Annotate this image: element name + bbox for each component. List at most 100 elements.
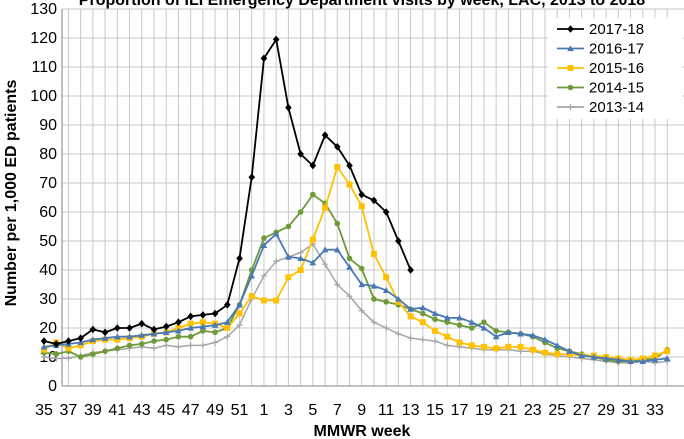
- data-point: [114, 324, 121, 332]
- data-point: [309, 161, 317, 170]
- data-point: [505, 343, 512, 350]
- data-point: [150, 325, 158, 334]
- data-point: [297, 150, 304, 158]
- y-tick-label: 80: [39, 146, 57, 163]
- data-point: [199, 323, 207, 330]
- x-tick-label: 19: [475, 402, 493, 419]
- data-point: [187, 342, 194, 349]
- data-point: [224, 301, 231, 309]
- x-tick-label: 45: [157, 402, 175, 419]
- legend-item: 2016-17: [557, 41, 644, 58]
- y-tick-label: 50: [39, 233, 57, 250]
- x-tick-label: 3: [284, 402, 293, 419]
- data-point: [199, 342, 206, 349]
- data-point: [383, 274, 390, 281]
- legend: 2017-18 2016-17 2015-16 2014-15 2013-14: [548, 18, 682, 119]
- chart-title: Proportion of ILI Emergency Department v…: [79, 0, 645, 9]
- x-tick-label: 39: [84, 402, 102, 419]
- data-point: [199, 319, 206, 326]
- data-point: [114, 336, 121, 343]
- data-point: [370, 282, 378, 289]
- data-point: [432, 338, 439, 345]
- data-point: [346, 263, 353, 270]
- x-tick-label: 7: [333, 402, 342, 419]
- legend-item: 2013-14: [557, 99, 644, 116]
- data-point: [224, 318, 231, 325]
- data-point: [346, 161, 353, 170]
- data-point: [395, 237, 402, 245]
- data-point: [333, 246, 341, 253]
- legend-item: 2015-16: [557, 60, 644, 77]
- data-point: [566, 347, 573, 354]
- x-tick-label: 15: [426, 402, 444, 419]
- data-point: [334, 164, 341, 171]
- data-point: [346, 181, 353, 188]
- data-point: [444, 333, 451, 340]
- data-point: [224, 325, 231, 331]
- data-point: [236, 254, 243, 263]
- data-point: [138, 331, 146, 338]
- data-point: [407, 313, 414, 320]
- data-point: [126, 333, 133, 340]
- legend-swatch-marker: [567, 25, 574, 33]
- data-point: [370, 319, 377, 326]
- data-point: [224, 333, 231, 340]
- y-tick-label: 70: [39, 175, 57, 192]
- data-point: [529, 346, 536, 353]
- data-point: [639, 358, 647, 364]
- data-point: [493, 345, 500, 352]
- data-point: [162, 322, 170, 331]
- data-point: [346, 293, 353, 300]
- x-tick-label: 35: [35, 402, 53, 419]
- data-point: [285, 103, 292, 112]
- axes: [61, 9, 684, 387]
- data-point: [41, 346, 47, 353]
- data-point: [322, 261, 329, 268]
- data-point: [419, 304, 427, 311]
- x-tick-label: 11: [378, 402, 395, 419]
- data-point: [358, 265, 365, 272]
- data-point: [273, 258, 280, 265]
- x-tick-label: 21: [499, 402, 517, 419]
- data-point: [53, 351, 60, 357]
- data-point: [395, 295, 402, 302]
- data-point: [151, 338, 157, 344]
- data-point: [334, 281, 341, 288]
- data-point: [480, 324, 488, 331]
- legend-item: 2014-15: [557, 80, 644, 97]
- series-group: [40, 35, 671, 366]
- data-point: [272, 230, 280, 237]
- data-point: [187, 333, 194, 340]
- data-point: [285, 223, 292, 230]
- data-point: [40, 343, 48, 350]
- data-point: [248, 272, 256, 279]
- data-point: [517, 343, 524, 350]
- data-point: [333, 142, 341, 151]
- x-tick-label: 13: [402, 402, 420, 419]
- x-tick-label: 51: [231, 402, 249, 419]
- data-point: [419, 319, 426, 326]
- data-point: [529, 331, 537, 338]
- data-point: [272, 35, 280, 44]
- data-point: [334, 220, 341, 227]
- data-point: [615, 356, 622, 363]
- data-point: [260, 297, 267, 304]
- data-point: [297, 209, 304, 215]
- data-point: [322, 204, 329, 211]
- data-point: [150, 330, 158, 337]
- data-point: [236, 301, 243, 308]
- series-line: [43, 232, 668, 363]
- data-point: [420, 310, 426, 317]
- series-line: [43, 243, 668, 364]
- data-point: [261, 235, 267, 241]
- data-point: [541, 336, 549, 343]
- data-point: [456, 322, 463, 328]
- data-point: [627, 358, 634, 364]
- data-point: [370, 196, 378, 205]
- data-point: [309, 259, 317, 266]
- data-point: [419, 336, 426, 343]
- data-point: [187, 312, 194, 321]
- data-point: [65, 355, 72, 362]
- data-point: [175, 327, 182, 334]
